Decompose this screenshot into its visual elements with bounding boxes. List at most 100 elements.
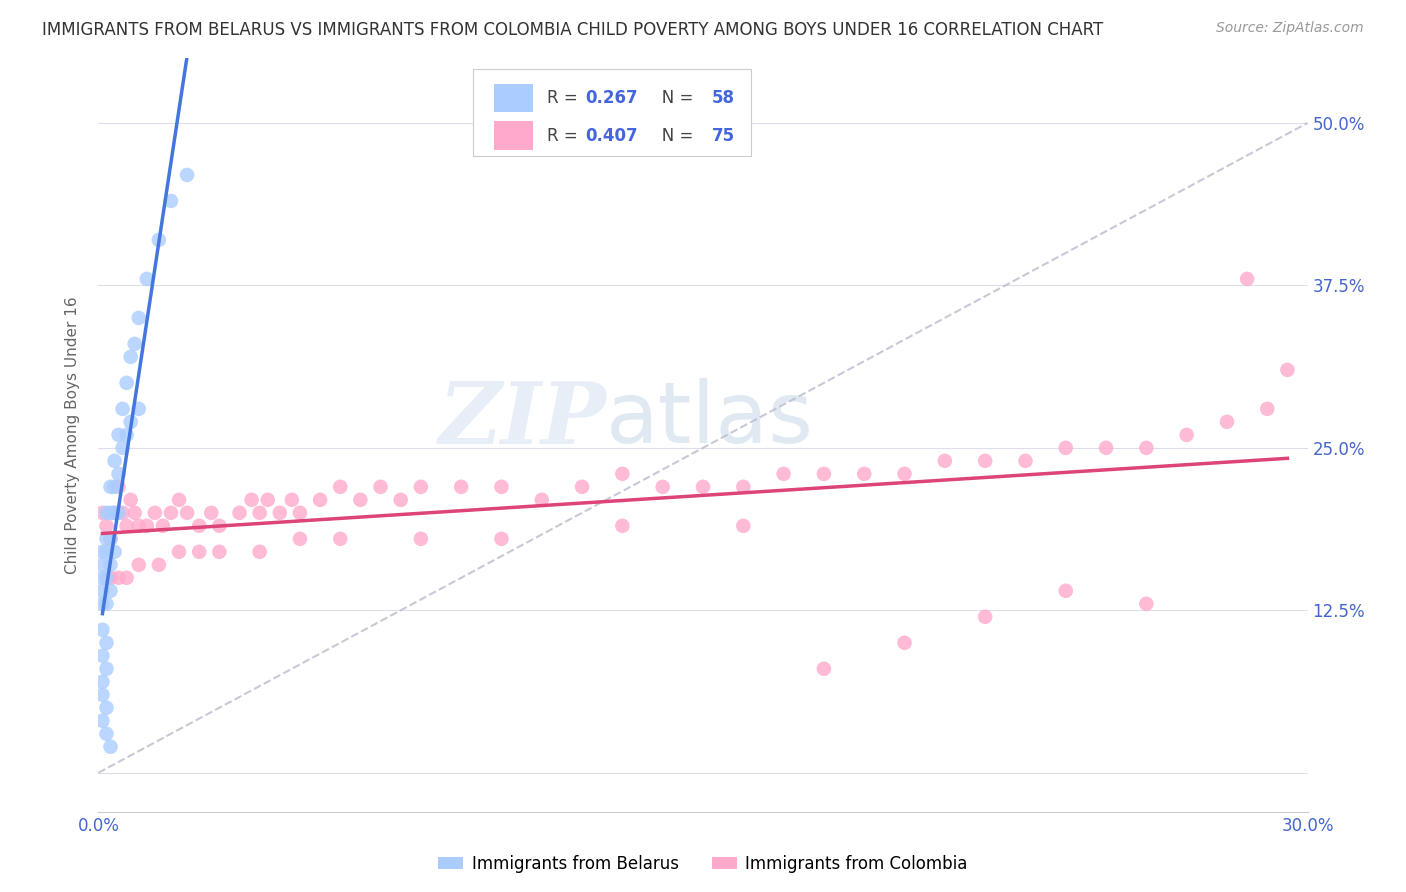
- Point: [491, 532, 513, 546]
- Point: [692, 480, 714, 494]
- Point: [249, 506, 271, 520]
- Text: ZIP: ZIP: [439, 378, 606, 461]
- Point: [100, 480, 122, 494]
- Point: [256, 492, 278, 507]
- Point: [100, 558, 122, 572]
- Point: [91, 648, 114, 663]
- Point: [370, 480, 392, 494]
- Point: [1095, 441, 1118, 455]
- Text: R =: R =: [547, 127, 583, 145]
- Text: R =: R =: [547, 89, 583, 107]
- Point: [167, 492, 190, 507]
- Point: [188, 518, 211, 533]
- Point: [1277, 363, 1299, 377]
- Point: [152, 518, 174, 533]
- Point: [107, 427, 129, 442]
- Point: [100, 532, 122, 546]
- Legend: Immigrants from Belarus, Immigrants from Colombia: Immigrants from Belarus, Immigrants from…: [432, 848, 974, 880]
- Point: [208, 545, 231, 559]
- Point: [96, 518, 118, 533]
- Text: 75: 75: [711, 127, 734, 145]
- Point: [91, 623, 114, 637]
- Point: [228, 506, 250, 520]
- Point: [329, 480, 352, 494]
- Point: [176, 168, 198, 182]
- Point: [91, 688, 114, 702]
- Text: Source: ZipAtlas.com: Source: ZipAtlas.com: [1216, 21, 1364, 35]
- Point: [612, 518, 634, 533]
- Text: 0.267: 0.267: [586, 89, 638, 107]
- Text: N =: N =: [647, 89, 699, 107]
- Point: [409, 480, 432, 494]
- Point: [813, 467, 835, 481]
- Point: [160, 194, 183, 208]
- Point: [813, 662, 835, 676]
- Point: [135, 272, 157, 286]
- Point: [612, 467, 634, 481]
- Point: [409, 532, 432, 546]
- Point: [120, 415, 142, 429]
- Point: [107, 571, 129, 585]
- Point: [853, 467, 876, 481]
- Point: [269, 506, 291, 520]
- Point: [240, 492, 263, 507]
- Point: [176, 506, 198, 520]
- Point: [491, 480, 513, 494]
- Y-axis label: Child Poverty Among Boys Under 16: Child Poverty Among Boys Under 16: [65, 296, 80, 574]
- Point: [111, 441, 134, 455]
- Point: [91, 674, 114, 689]
- Point: [124, 337, 146, 351]
- Point: [103, 454, 125, 468]
- Point: [91, 545, 114, 559]
- Point: [91, 583, 114, 598]
- FancyBboxPatch shape: [494, 84, 533, 112]
- Point: [120, 492, 142, 507]
- Point: [1054, 441, 1077, 455]
- Text: atlas: atlas: [606, 378, 814, 461]
- Point: [200, 506, 222, 520]
- Point: [733, 518, 755, 533]
- Point: [100, 739, 122, 754]
- Point: [135, 518, 157, 533]
- Point: [530, 492, 553, 507]
- Point: [389, 492, 412, 507]
- Point: [893, 636, 915, 650]
- Point: [96, 506, 118, 520]
- Point: [111, 506, 134, 520]
- Point: [128, 558, 150, 572]
- Point: [450, 480, 472, 494]
- Point: [128, 401, 150, 416]
- Point: [115, 427, 138, 442]
- Point: [96, 700, 118, 714]
- Text: 58: 58: [711, 89, 734, 107]
- Point: [1014, 454, 1036, 468]
- Point: [100, 506, 122, 520]
- FancyBboxPatch shape: [494, 121, 533, 150]
- Point: [934, 454, 956, 468]
- Point: [143, 506, 166, 520]
- Point: [148, 558, 170, 572]
- Point: [103, 506, 125, 520]
- Point: [651, 480, 673, 494]
- Point: [103, 480, 125, 494]
- Point: [288, 532, 311, 546]
- Point: [188, 545, 211, 559]
- Point: [96, 545, 118, 559]
- Point: [96, 571, 118, 585]
- Point: [96, 532, 118, 546]
- Point: [96, 662, 118, 676]
- Point: [91, 714, 114, 728]
- Point: [974, 609, 997, 624]
- Point: [1175, 427, 1198, 442]
- Point: [167, 545, 190, 559]
- Point: [128, 518, 150, 533]
- Point: [288, 506, 311, 520]
- Point: [91, 506, 114, 520]
- Point: [91, 558, 114, 572]
- Point: [124, 506, 146, 520]
- Point: [115, 518, 138, 533]
- Point: [309, 492, 332, 507]
- Point: [96, 727, 118, 741]
- Point: [100, 532, 122, 546]
- Point: [96, 597, 118, 611]
